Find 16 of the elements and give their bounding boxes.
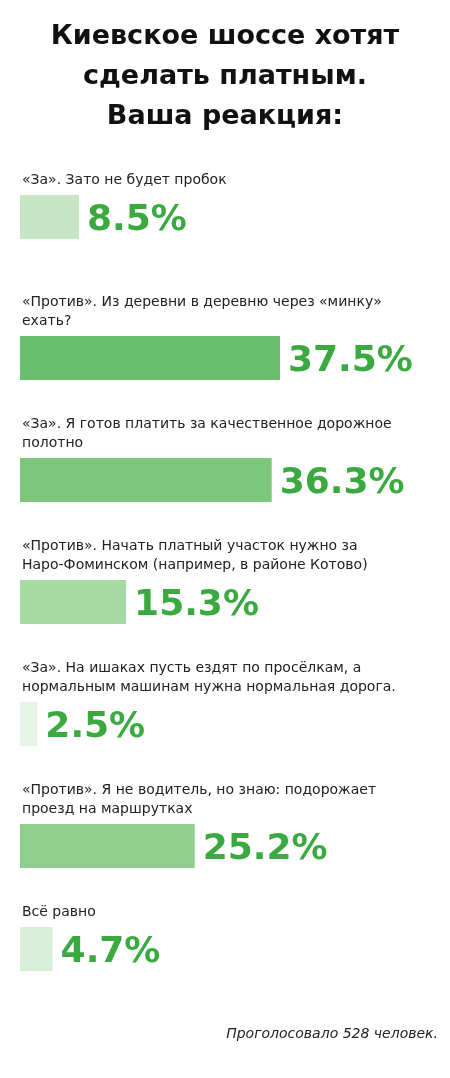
y-tick-label: «За». Я готов платить за качественное дорожное полотно — [22, 415, 392, 450]
data-label: 2.5% — [45, 704, 146, 745]
y-tick-label: Всё равно — [22, 903, 96, 919]
data-label: 8.5% — [86, 197, 187, 238]
y-tick-label: «За». Зато не будет пробок — [22, 171, 227, 187]
data-label: 36.3% — [279, 460, 405, 501]
data-label: 4.7% — [60, 929, 161, 970]
y-tick-label: «Против». Я не водитель, но знаю: подорожает проезд на маршрутках — [22, 781, 377, 816]
text: Проголосовало 528 человек. — [226, 1025, 438, 1041]
data-label: 37.5% — [288, 338, 413, 379]
y-tick-label: «Против». Начать платный участок нужно за Наро-Фоминском (например, в районе Котово) — [22, 537, 368, 572]
data-label: 15.3% — [134, 582, 259, 623]
data-label: 25.2% — [202, 826, 328, 867]
y-tick-label: «Против». Из деревни в деревню через «минку» ехать? — [22, 293, 382, 328]
y-tick-label: «За». На ишаках пусть ездят по просёлкам, а нормальным машинам нужна нормальная дорога. — [22, 659, 396, 694]
chart-title: Киевское шоссе хотят сделать платным. Ваша реакция: — [50, 19, 400, 130]
